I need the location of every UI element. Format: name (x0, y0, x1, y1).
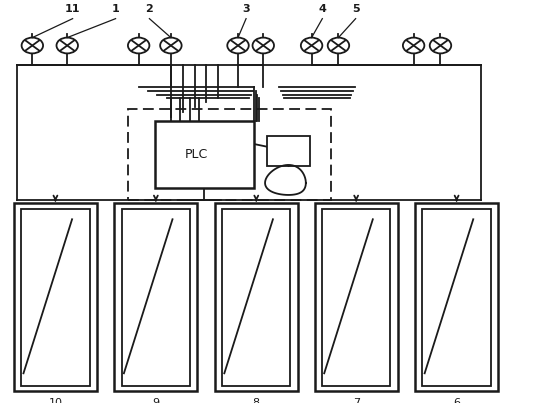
Circle shape (403, 37, 424, 54)
Text: 4: 4 (318, 4, 326, 14)
Text: 1: 1 (112, 4, 119, 14)
Bar (14, 204, 97, 391)
Bar (215, 204, 298, 391)
Bar (267, 136, 310, 166)
Circle shape (21, 37, 43, 54)
Text: 5: 5 (352, 4, 359, 14)
Text: 3: 3 (242, 4, 250, 14)
Circle shape (430, 37, 451, 54)
Bar (128, 110, 331, 200)
Text: 8: 8 (253, 398, 260, 403)
Text: 11: 11 (65, 4, 81, 14)
Text: 6: 6 (453, 398, 460, 403)
Circle shape (253, 37, 274, 54)
Text: 9: 9 (152, 398, 159, 403)
Circle shape (128, 37, 150, 54)
Bar (114, 204, 197, 391)
Text: 2: 2 (146, 4, 153, 14)
Text: 10: 10 (48, 398, 62, 403)
Bar (21, 209, 89, 386)
Circle shape (301, 37, 322, 54)
Circle shape (227, 37, 249, 54)
Bar (322, 209, 390, 386)
Bar (315, 204, 398, 391)
Bar (423, 209, 490, 386)
Circle shape (328, 37, 349, 54)
Text: PLC: PLC (185, 147, 208, 161)
Circle shape (160, 37, 181, 54)
Bar (122, 209, 190, 386)
Text: 7: 7 (352, 398, 359, 403)
Bar (155, 120, 254, 188)
Bar (415, 204, 498, 391)
Circle shape (56, 37, 78, 54)
Bar (222, 209, 290, 386)
